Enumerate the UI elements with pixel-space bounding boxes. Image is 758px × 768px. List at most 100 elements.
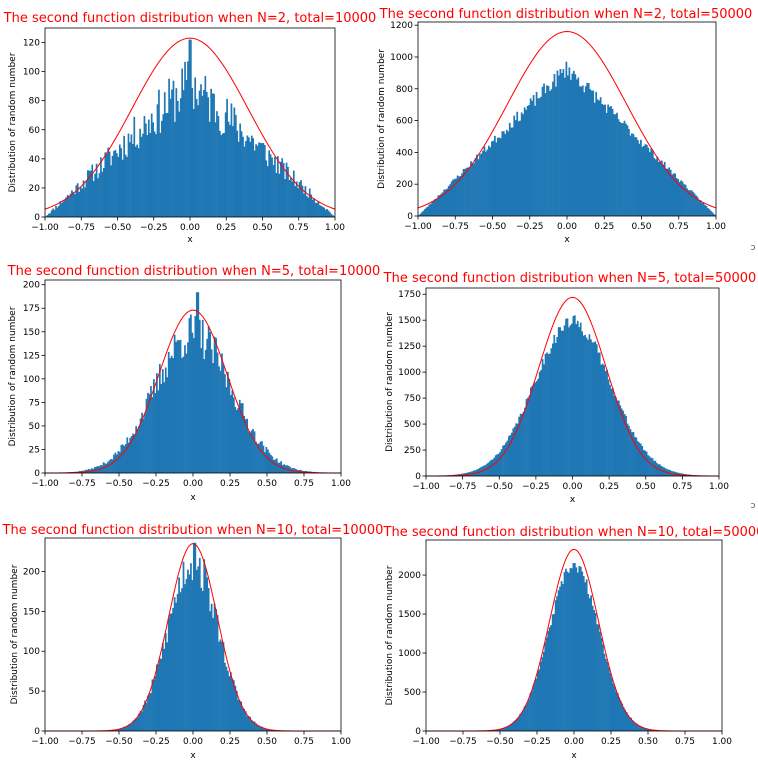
histogram-bar	[614, 397, 617, 476]
histogram-bar	[565, 61, 568, 216]
histogram-bar	[582, 335, 585, 476]
x-tick-label: 0.00	[562, 482, 582, 492]
histogram-bar	[120, 148, 123, 217]
histogram-bar	[261, 143, 263, 217]
x-tick-label: 0.75	[672, 482, 692, 492]
histogram-bar	[132, 143, 134, 217]
histogram-bar	[666, 168, 669, 216]
histogram-bar	[198, 90, 201, 217]
x-tick-label: −0.25	[142, 737, 170, 747]
histogram-bar	[500, 449, 503, 476]
histogram-bar	[145, 398, 148, 473]
histogram-bar	[240, 701, 243, 731]
y-tick-label: 150	[23, 328, 40, 338]
histogram-bar	[567, 75, 569, 216]
histogram-bar	[681, 181, 684, 216]
histogram-bar	[265, 728, 268, 731]
histogram-bar	[693, 193, 696, 216]
histogram-bar	[634, 137, 636, 216]
histogram-bar	[609, 384, 611, 476]
histogram-bar	[497, 453, 500, 476]
chart-title: The second function distribution when N=…	[2, 523, 384, 538]
histogram-bar	[486, 149, 489, 216]
histogram-bar	[449, 184, 452, 216]
histogram-bar	[221, 133, 224, 217]
histogram-bar	[597, 352, 600, 476]
histogram-bar	[517, 121, 520, 216]
histogram-bar	[701, 202, 703, 216]
histogram-bar	[259, 441, 262, 473]
histogram-bar	[581, 571, 584, 731]
histogram-bar	[560, 581, 563, 731]
histogram-bar	[626, 423, 629, 476]
histogram-bar	[522, 710, 524, 731]
histogram-bar	[443, 189, 446, 216]
x-tick-label: 0.00	[564, 737, 584, 747]
histogram-bar	[234, 407, 237, 473]
histogram-bar	[185, 353, 188, 473]
histogram-bar	[250, 430, 253, 473]
histogram-bar	[221, 641, 223, 731]
histogram-bar	[284, 179, 286, 217]
histogram-bar	[557, 327, 560, 476]
y-tick-label: 200	[23, 281, 40, 291]
histogram-bar	[525, 109, 528, 216]
histogram-bar	[191, 87, 194, 217]
histogram-bar	[144, 413, 146, 473]
histogram-bar	[568, 327, 570, 476]
histogram-bar	[540, 369, 542, 476]
histogram-bar	[47, 213, 50, 217]
histogram-bar	[568, 67, 571, 216]
histogram-bar	[491, 141, 493, 216]
y-tick-label: 800	[396, 85, 413, 95]
histogram-bar	[513, 115, 516, 216]
x-tick-label: 0.00	[183, 737, 203, 747]
histogram-bar	[641, 445, 644, 476]
histogram-bar	[158, 658, 161, 731]
histogram-bar	[246, 716, 249, 731]
x-tick-label: −0.75	[68, 737, 96, 747]
histogram-bar	[265, 160, 268, 217]
histogram-bar	[608, 106, 611, 216]
histogram-bar	[657, 161, 660, 216]
histogram-bar	[153, 131, 156, 217]
histogram-bar	[554, 342, 557, 476]
histogram-bar	[605, 112, 608, 216]
x-tick-label: 1.00	[706, 222, 726, 232]
histogram-bar	[623, 120, 626, 216]
histogram-bar	[588, 334, 591, 476]
histogram-bar	[713, 213, 715, 216]
histogram-bar	[610, 388, 613, 476]
histogram-bar	[560, 330, 563, 476]
histogram-bar	[203, 359, 206, 473]
histogram-bar	[220, 135, 223, 217]
histogram-bar	[213, 93, 215, 217]
histogram-bar	[117, 729, 120, 731]
y-tick-label: 1000	[398, 649, 421, 659]
y-tick-label: 1250	[398, 342, 421, 352]
histogram-bar	[156, 373, 158, 473]
histogram-bar	[58, 205, 60, 217]
histogram-bar	[317, 201, 320, 217]
histogram-bar	[512, 428, 515, 476]
histogram-bar	[574, 74, 577, 217]
histogram-bar	[116, 729, 118, 731]
chart-panel-4: The second function distribution when N=…	[383, 271, 757, 505]
histogram-bar	[662, 164, 665, 216]
histogram-bar	[127, 442, 130, 473]
histogram-bar	[581, 85, 584, 216]
histogram-bar	[522, 411, 525, 476]
histogram-bar	[628, 717, 631, 731]
histogram-bar	[250, 135, 253, 217]
histogram-bar	[163, 92, 166, 217]
histogram-bar	[502, 131, 505, 216]
y-tick-label: 100	[23, 375, 40, 385]
histogram-bar	[578, 566, 581, 731]
histogram-bar	[687, 190, 690, 216]
x-tick-label: 0.25	[220, 479, 240, 489]
histogram-bar	[239, 123, 241, 217]
histogram-bar	[121, 727, 124, 731]
histogram-bar	[566, 571, 569, 731]
histogram-bar	[124, 444, 127, 473]
histogram-bar	[323, 207, 326, 217]
